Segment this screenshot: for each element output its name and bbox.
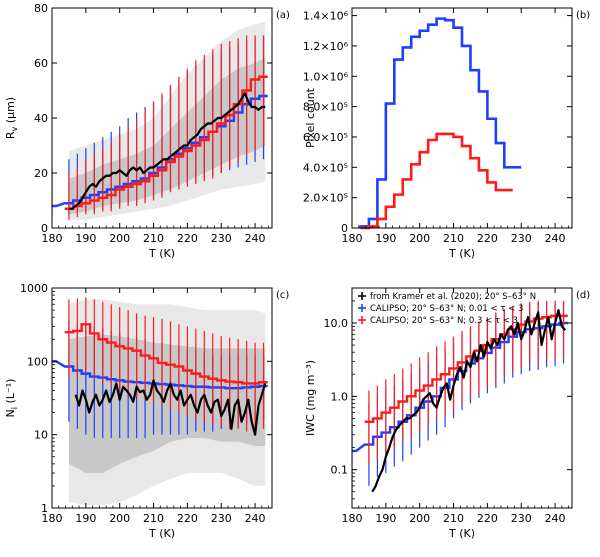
y-axis-label-subscript: i: [10, 407, 19, 409]
x-axis-label: T (K): [148, 247, 175, 260]
y-tick-label: 100: [27, 355, 48, 368]
y-axis-label: Ni (L⁻¹): [4, 379, 19, 418]
series-step-blue: [352, 321, 568, 453]
y-axis-label-unit: (L⁻¹): [4, 379, 17, 407]
x-axis-label: T (K): [148, 527, 175, 540]
panel-label: (a): [276, 10, 290, 21]
x-tick-label: 180: [342, 512, 363, 525]
x-tick-label: 190: [375, 232, 396, 245]
x-tick-label: 240: [545, 232, 566, 245]
x-tick-label: 240: [245, 232, 266, 245]
y-axis-label-unit: (μm): [4, 97, 17, 127]
x-tick-label: 220: [177, 512, 198, 525]
panel-c: 180 190 200 210 220 230 240 1 10 100 1000 T (K) Ni (…: [4, 282, 289, 540]
x-tick-label: 210: [143, 232, 164, 245]
y-tick-label: 10: [34, 429, 48, 442]
y-tick-label: 0: [41, 222, 48, 235]
y-tick-label: 1.0: [331, 390, 349, 403]
x-tick-label: 230: [211, 232, 232, 245]
plot-area: [52, 297, 268, 505]
x-tick-label: 180: [42, 512, 63, 525]
x-axis-label: T (K): [448, 247, 475, 260]
y-axis-label-unit: (mg m⁻³): [304, 360, 317, 414]
x-tick-label: 230: [511, 512, 532, 525]
y-tick-label: 4.0×10⁵: [303, 161, 348, 174]
y-tick-label: 20: [34, 167, 48, 180]
x-tick-label: 200: [109, 232, 130, 245]
panel-label: (c): [276, 290, 289, 301]
series-step-red: [64, 323, 268, 385]
x-tick-label: 230: [511, 232, 532, 245]
y-tick-label: 0: [341, 222, 348, 235]
histogram-red: [360, 132, 513, 230]
x-tick-label: 190: [75, 512, 96, 525]
panel-label: (b): [576, 10, 590, 21]
y-tick-label: 1: [41, 502, 48, 515]
x-tick-label: 210: [443, 232, 464, 245]
x-tick-label: 210: [143, 512, 164, 525]
panel-a: 180 190 200 210 220 230 240 0 20 40 60 80 T (K) Rv (μ…: [4, 2, 290, 260]
y-tick-label: 60: [34, 57, 48, 70]
y-tick-label: 1.4×10⁶: [303, 10, 349, 23]
x-axis-label: T (K): [448, 527, 475, 540]
y-tick-label: 1000: [20, 282, 48, 295]
series-line-black: [68, 92, 266, 210]
y-tick-label: 10.0: [324, 317, 349, 330]
x-tick-label: 220: [177, 232, 198, 245]
x-tick-label: 190: [375, 512, 396, 525]
y-axis-label-subscript: v: [10, 126, 19, 131]
plot-frame: [51, 287, 273, 509]
histogram-blue: [359, 17, 522, 228]
legend-entry: CALIPSO; 20° S–63° N; 0.3 < τ < 3: [370, 316, 518, 326]
spread-band-inner: [68, 334, 266, 474]
legend-entry: from Kramer et al. (2020); 20° S–63° N: [370, 292, 536, 302]
series-step-red: [64, 75, 268, 210]
x-tick-label: 220: [477, 512, 498, 525]
plot-frame: [351, 287, 573, 509]
x-tick-label: 210: [443, 512, 464, 525]
y-tick-label: 2.0×10⁵: [303, 192, 348, 205]
y-tick-label: 6.0×10⁵: [303, 131, 348, 144]
x-tick-label: 180: [342, 232, 363, 245]
y-axis-label-main: Pixel count: [304, 87, 317, 148]
x-tick-label: 240: [545, 512, 566, 525]
y-axis-label: IWC (mg m⁻³): [304, 360, 317, 436]
y-tick-label: 40: [34, 112, 48, 125]
series-line-black: [74, 379, 267, 436]
spread-band-inner: [68, 57, 266, 215]
y-tick-label: 8.0×10⁵: [303, 101, 348, 114]
x-tick-label: 230: [211, 512, 232, 525]
series-line-black: [371, 308, 567, 493]
plot-frame: [351, 7, 573, 229]
y-tick-label: 1.2×10⁶: [303, 40, 349, 53]
x-tick-label: 200: [409, 232, 430, 245]
panel-d: 180 190 200 210 220 230 240 0.1 1.0 10.0 T (K) IWC …: [304, 287, 590, 540]
panel-label: (d): [576, 290, 590, 301]
y-axis-label-main: IWC: [304, 414, 317, 436]
x-tick-label: 200: [109, 512, 130, 525]
y-axis-label: Pixel count: [304, 87, 317, 148]
x-tick-label: 220: [477, 232, 498, 245]
plot-area: [352, 300, 568, 493]
y-axis-label-main: R: [4, 131, 17, 139]
y-tick-label: 80: [34, 2, 48, 15]
y-axis-label: Rv (μm): [4, 97, 19, 139]
x-tick-label: 240: [245, 512, 266, 525]
legend: from Kramer et al. (2020); 20° S–63° N CA…: [358, 292, 536, 326]
y-tick-label: 0.1: [331, 464, 349, 477]
x-tick-label: 200: [409, 512, 430, 525]
series-step-blue: [52, 360, 268, 390]
plot-area: [52, 21, 268, 220]
x-tick-label: 190: [75, 232, 96, 245]
legend-entry: CALIPSO; 20° S–63° N; 0.01 < τ < 3: [370, 304, 523, 314]
y-axis-label-main: N: [4, 409, 17, 417]
x-tick-label: 180: [42, 232, 63, 245]
panel-b: 180 190 200 210 220 230 240 0 2.0×10⁵ 4.0×10⁵ 6.0×…: [303, 7, 590, 260]
y-tick-label: 1.0×10⁶: [303, 70, 349, 83]
